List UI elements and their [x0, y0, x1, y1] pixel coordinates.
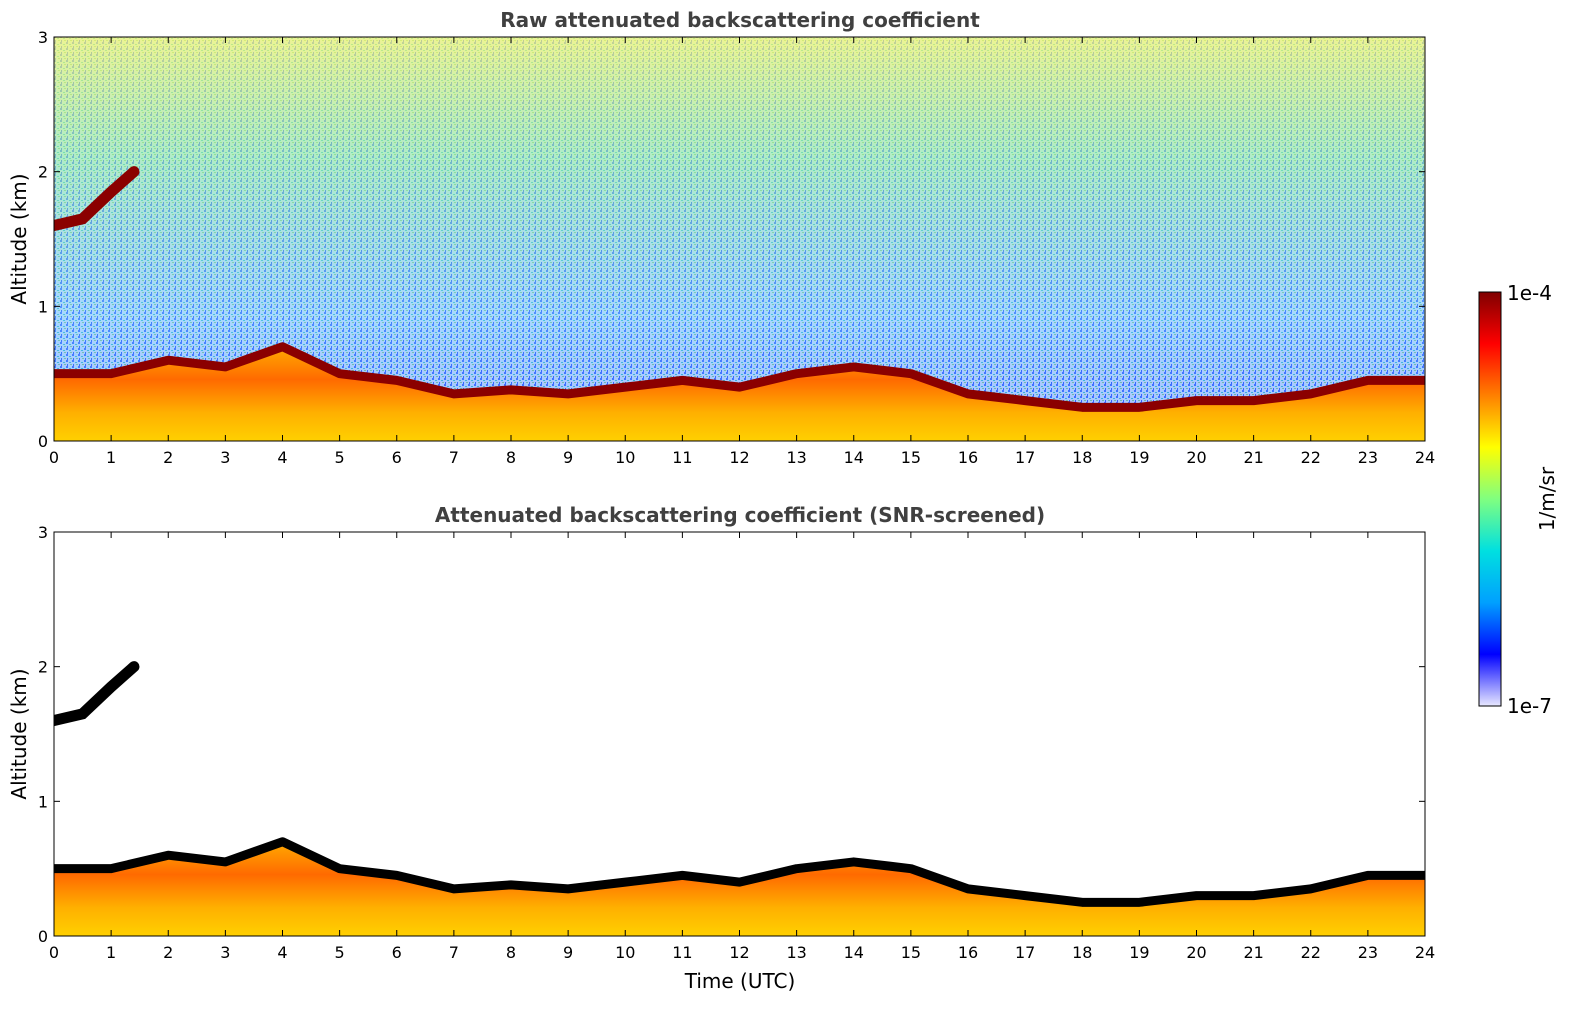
x-tick-label: 11	[672, 448, 692, 467]
x-tick-label: 17	[1015, 448, 1035, 467]
y-tick-label: 0	[38, 927, 48, 946]
x-tick-label: 7	[449, 943, 459, 962]
x-tick-label: 14	[844, 943, 864, 962]
x-tick-label: 12	[729, 448, 749, 467]
x-tick-label: 21	[1243, 943, 1263, 962]
x-tick-label: 24	[1415, 448, 1435, 467]
x-tick-label: 9	[563, 448, 573, 467]
x-tick-label: 3	[220, 448, 230, 467]
x-tick-label: 13	[786, 943, 806, 962]
x-tick-label: 1	[106, 943, 116, 962]
x-tick-label: 1	[106, 448, 116, 467]
x-tick-label: 0	[49, 943, 59, 962]
x-tick-label: 9	[563, 943, 573, 962]
panel-snr-screened: Attenuated backscattering coefficient (S…	[7, 503, 1435, 993]
x-tick-label: 6	[392, 448, 402, 467]
x-tick-label: 0	[49, 448, 59, 467]
x-tick-label: 19	[1129, 943, 1149, 962]
x-tick-label: 16	[958, 448, 978, 467]
x-tick-label: 12	[729, 943, 749, 962]
x-tick-label: 13	[786, 448, 806, 467]
x-tick-label: 11	[672, 943, 692, 962]
x-tick-label: 22	[1301, 448, 1321, 467]
x-tick-label: 4	[277, 943, 287, 962]
x-tick-label: 17	[1015, 943, 1035, 962]
panel2-title: Attenuated backscattering coefficient (S…	[435, 503, 1045, 527]
y-tick-label: 2	[38, 658, 48, 677]
x-tick-label: 18	[1072, 448, 1092, 467]
x-tick-label: 15	[901, 943, 921, 962]
elevated-layer-line	[54, 166, 140, 232]
x-tick-label: 7	[449, 448, 459, 467]
x-tick-label: 8	[506, 943, 516, 962]
panel1-heatmap	[54, 37, 1425, 441]
x-tick-label: 5	[335, 448, 345, 467]
x-tick-label: 23	[1358, 448, 1378, 467]
panel1-title: Raw attenuated backscattering coefficien…	[500, 8, 980, 32]
y-tick-label: 3	[38, 28, 48, 47]
x-tick-label: 19	[1129, 448, 1149, 467]
y-tick-label: 2	[38, 163, 48, 182]
x-tick-label: 15	[901, 448, 921, 467]
x-tick-label: 18	[1072, 943, 1092, 962]
panel2-xlabel: Time (UTC)	[684, 969, 796, 993]
x-tick-label: 4	[277, 448, 287, 467]
x-tick-label: 10	[615, 943, 635, 962]
x-tick-label: 20	[1186, 448, 1206, 467]
x-tick-label: 21	[1243, 448, 1263, 467]
y-tick-label: 0	[38, 432, 48, 451]
x-tick-label: 2	[163, 943, 173, 962]
colorbar-bar	[1478, 291, 1502, 707]
panel2-heatmap	[54, 532, 1425, 936]
boundary-layer-fill	[54, 346, 1425, 441]
x-tick-label: 16	[958, 943, 978, 962]
x-tick-label: 8	[506, 448, 516, 467]
colorbar: 1e-4 1e-7 1/m/sr	[1478, 281, 1559, 718]
boundary-layer-top-line	[54, 342, 1425, 412]
x-tick-label: 3	[220, 943, 230, 962]
boundary-layer-top-line	[54, 837, 1425, 907]
boundary-layer-fill	[54, 841, 1425, 936]
x-tick-label: 14	[844, 448, 864, 467]
y-tick-label: 1	[38, 792, 48, 811]
y-tick-label: 1	[38, 297, 48, 316]
x-tick-label: 6	[392, 943, 402, 962]
x-tick-label: 20	[1186, 943, 1206, 962]
colorbar-max-label: 1e-4	[1507, 281, 1552, 305]
panel2-ylabel: Altitude (km)	[7, 668, 31, 799]
elevated-layer-line	[54, 661, 140, 727]
colorbar-units-label: 1/m/sr	[1535, 466, 1559, 531]
panel1-ylabel: Altitude (km)	[7, 173, 31, 304]
x-tick-label: 5	[335, 943, 345, 962]
x-tick-label: 2	[163, 448, 173, 467]
panel-raw: Raw attenuated backscattering coefficien…	[7, 8, 1435, 467]
x-tick-label: 23	[1358, 943, 1378, 962]
x-tick-label: 22	[1301, 943, 1321, 962]
y-tick-label: 3	[38, 523, 48, 542]
x-tick-label: 10	[615, 448, 635, 467]
x-tick-label: 24	[1415, 943, 1435, 962]
colorbar-min-label: 1e-7	[1507, 694, 1552, 718]
